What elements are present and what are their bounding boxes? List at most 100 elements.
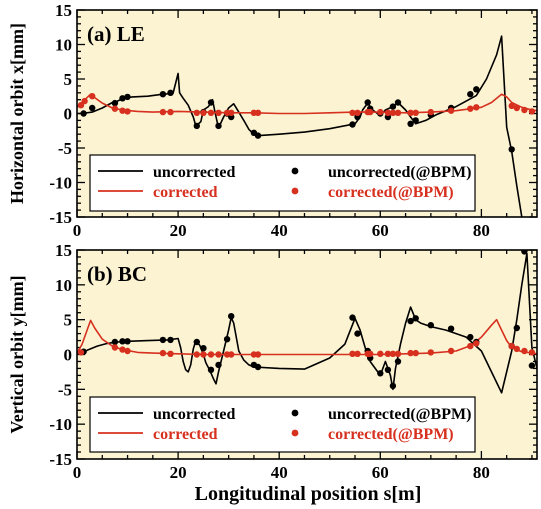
data-point-corrected(@BPM) <box>384 109 392 117</box>
data-point-corrected(@BPM) <box>81 97 88 105</box>
data-point-corrected(@BPM) <box>119 346 126 353</box>
series-line-corrected <box>77 318 537 356</box>
data-point-uncorrected(@BPM) <box>467 91 474 98</box>
y-tick-label: 15 <box>55 1 72 20</box>
data-point-corrected(@BPM) <box>207 109 215 117</box>
x-tick-label: 40 <box>271 221 288 240</box>
data-point-uncorrected(@BPM) <box>384 366 392 373</box>
data-point-uncorrected(@BPM) <box>528 362 536 369</box>
data-point-corrected(@BPM) <box>412 109 419 117</box>
data-point-uncorrected(@BPM) <box>349 314 356 321</box>
data-point-corrected(@BPM) <box>513 345 520 353</box>
data-point-uncorrected(@BPM) <box>80 110 87 117</box>
data-point-uncorrected(@BPM) <box>254 363 262 371</box>
data-point-corrected(@BPM) <box>377 350 384 357</box>
data-point-corrected(@BPM) <box>513 104 520 112</box>
data-point-uncorrected(@BPM) <box>389 103 397 110</box>
data-point-corrected(@BPM) <box>254 109 262 117</box>
data-point-uncorrected(@BPM) <box>119 338 126 345</box>
data-point-uncorrected(@BPM) <box>223 336 231 343</box>
data-point-uncorrected(@BPM) <box>207 99 215 106</box>
data-point-uncorrected(@BPM) <box>254 132 262 139</box>
data-point-uncorrected(@BPM) <box>427 322 434 329</box>
y-tick-label: 0 <box>64 346 73 365</box>
legend-dot-swatch <box>291 187 299 195</box>
data-point-corrected(@BPM) <box>354 350 361 357</box>
x-tick-label: 0 <box>73 221 82 240</box>
data-point-uncorrected(@BPM) <box>521 250 528 255</box>
legend: uncorrected uncorrected(@BPM) corrected cor… <box>89 396 476 453</box>
data-point-uncorrected(@BPM) <box>508 146 515 153</box>
data-point-corrected(@BPM) <box>389 109 397 117</box>
data-point-corrected(@BPM) <box>215 351 222 358</box>
data-point-uncorrected(@BPM) <box>228 313 235 320</box>
plot-area <box>77 35 537 217</box>
y-tick-label: -5 <box>58 139 72 158</box>
legend-box <box>89 154 476 212</box>
data-point-corrected(@BPM) <box>159 108 167 116</box>
data-point-corrected(@BPM) <box>167 350 174 357</box>
data-point-uncorrected(@BPM) <box>119 95 126 102</box>
y-tick-label: 5 <box>64 70 73 89</box>
data-point-corrected(@BPM) <box>528 349 536 356</box>
data-point-corrected(@BPM) <box>124 347 131 355</box>
legend-label: corrected <box>153 426 218 443</box>
data-point-uncorrected(@BPM) <box>447 325 455 332</box>
plot-frame <box>76 9 538 218</box>
y-tick-label: 15 <box>55 241 72 260</box>
data-point-uncorrected(@BPM) <box>349 121 356 128</box>
data-point-corrected(@BPM) <box>467 105 474 112</box>
data-point-corrected(@BPM) <box>367 108 374 116</box>
data-point-uncorrected(@BPM) <box>111 99 119 107</box>
panel-label: (b) BC <box>87 262 147 286</box>
legend-box <box>89 396 476 453</box>
data-point-uncorrected(@BPM) <box>167 89 174 97</box>
data-point-corrected(@BPM) <box>508 342 515 350</box>
data-point-corrected(@BPM) <box>389 350 397 357</box>
data-point-corrected(@BPM) <box>124 108 131 115</box>
data-point-uncorrected(@BPM) <box>412 117 419 124</box>
data-point-corrected(@BPM) <box>77 349 85 356</box>
data-point-corrected(@BPM) <box>394 350 402 357</box>
series-line-corrected <box>77 93 537 115</box>
y-tick-label: -10 <box>49 174 72 193</box>
data-point-uncorrected(@BPM) <box>215 361 222 369</box>
panel-vertical-orbit: 0 20 40 60 80 15 10 5 0 -5 -10 -15 Vertical orbit y[… <box>7 241 538 482</box>
data-point-corrected(@BPM) <box>521 347 528 355</box>
data-point-uncorrected(@BPM) <box>467 333 474 341</box>
data-point-uncorrected(@BPM) <box>473 86 480 93</box>
data-point-corrected(@BPM) <box>447 107 455 114</box>
data-point-corrected(@BPM) <box>111 344 119 351</box>
data-point-corrected(@BPM) <box>77 102 85 109</box>
data-point-corrected(@BPM) <box>384 350 392 357</box>
data-point-corrected(@BPM) <box>200 351 207 358</box>
y-tick-label: 0 <box>64 105 73 124</box>
data-point-corrected(@BPM) <box>447 347 455 355</box>
data-point-corrected(@BPM) <box>377 108 384 116</box>
x-tick-label: 80 <box>473 463 490 482</box>
x-tick-label: 20 <box>170 221 187 240</box>
legend-label: corrected(@BPM) <box>328 426 454 443</box>
y-tick-label: -10 <box>49 415 72 434</box>
x-tick-label: 40 <box>271 463 288 482</box>
x-tick-label: 0 <box>73 463 82 482</box>
data-point-uncorrected(@BPM) <box>89 104 96 112</box>
data-point-uncorrected(@BPM) <box>159 336 167 344</box>
data-point-uncorrected(@BPM) <box>364 99 371 106</box>
data-point-corrected(@BPM) <box>427 108 434 116</box>
plot-frame <box>76 249 538 460</box>
legend-label: uncorrected <box>153 406 235 423</box>
data-point-corrected(@BPM) <box>407 109 414 117</box>
data-point-corrected(@BPM) <box>215 109 222 117</box>
data-point-uncorrected(@BPM) <box>394 99 402 106</box>
data-point-corrected(@BPM) <box>349 109 356 117</box>
data-point-corrected(@BPM) <box>193 351 200 358</box>
legend-dot-swatch <box>291 167 299 175</box>
data-point-uncorrected(@BPM) <box>215 122 222 130</box>
data-point-corrected(@BPM) <box>473 104 480 111</box>
data-point-corrected(@BPM) <box>111 105 119 112</box>
data-point-uncorrected(@BPM) <box>394 358 402 365</box>
data-point-corrected(@BPM) <box>467 342 474 350</box>
data-point-corrected(@BPM) <box>167 108 174 116</box>
